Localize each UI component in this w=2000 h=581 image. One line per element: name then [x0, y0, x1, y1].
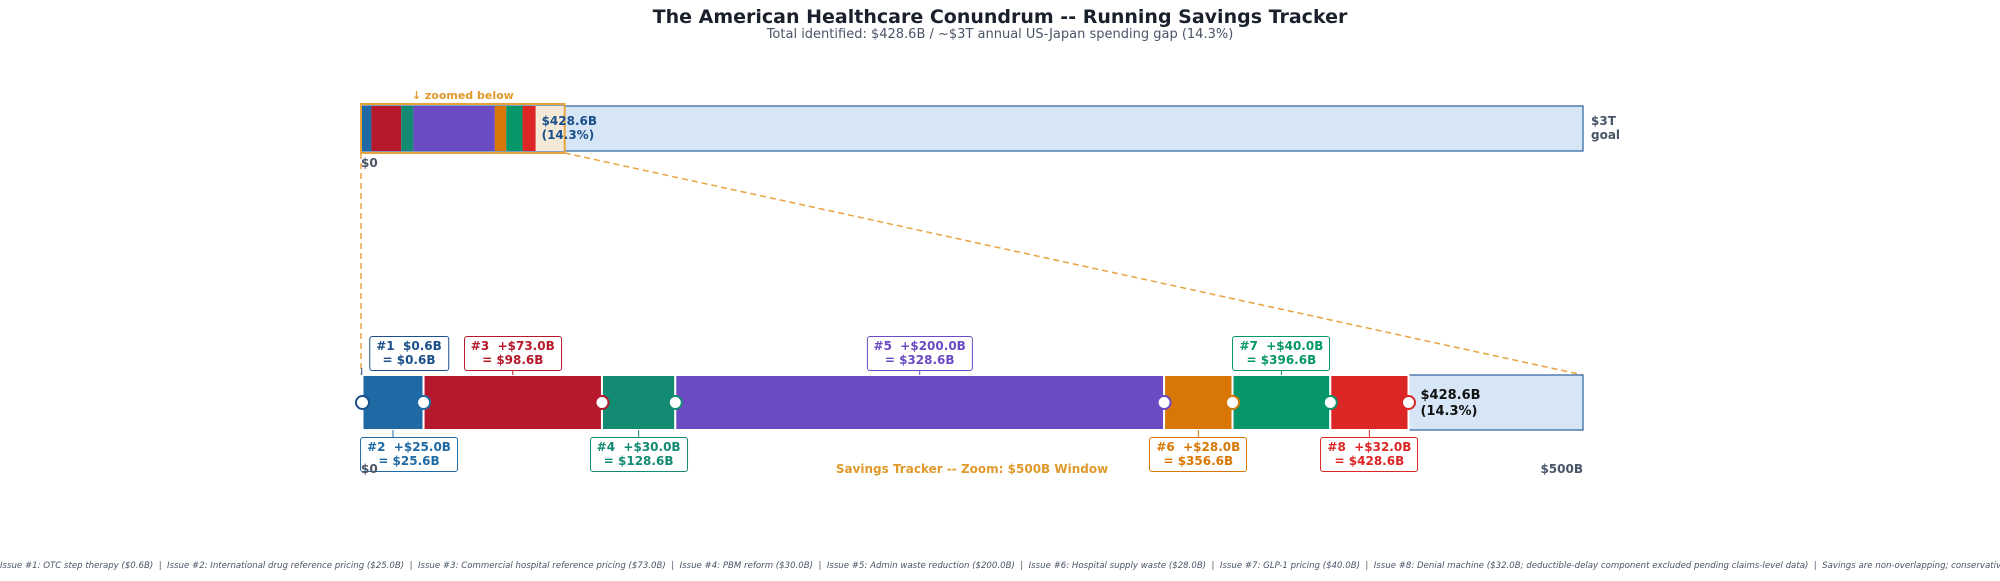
zoom-connector [564, 152, 1584, 376]
zoom-caption: Savings Tracker -- Zoom: $500B Window [835, 462, 1109, 476]
annotation: #3 +$73.0B = $98.6B [463, 336, 562, 371]
annotation: #5 +$200.0B = $328.6B [866, 336, 973, 371]
footnote: Issue #1: OTC step therapy ($0.6B) | Iss… [0, 561, 2000, 571]
overview-segment [361, 106, 372, 151]
zoom-tick-label: $0 [361, 462, 378, 476]
overview-segment [413, 106, 495, 151]
zoom-note: ↓ zoomed below [411, 89, 514, 102]
overview-total-label: $428.6B (14.3%) [541, 114, 598, 143]
running-total-marker [1400, 395, 1416, 410]
running-total-marker [667, 395, 683, 410]
running-total-marker [354, 395, 370, 410]
overview-tick-label: $3T goal [1591, 114, 1621, 143]
segment [1163, 374, 1234, 431]
overview-segment [371, 106, 402, 151]
segment [600, 374, 677, 431]
running-total-marker [1156, 395, 1172, 410]
overview-segment [494, 106, 507, 151]
zoom-tick-label: $500B [1540, 462, 1583, 476]
overview-tick-label: $0 [361, 156, 378, 170]
overview-segment [506, 106, 523, 151]
zoom-window [360, 103, 566, 154]
overview-segment [522, 106, 536, 151]
annotation: #4 +$30.0B = $128.6B [589, 437, 688, 472]
annotation: #1 $0.6B = $0.6B [369, 336, 449, 371]
zoom-total-label: $428.6B (14.3%) [1420, 388, 1481, 419]
running-total-marker [1322, 395, 1338, 410]
segment [361, 374, 425, 431]
chart-subtitle: Total identified: $428.6B / ~$3T annual … [766, 27, 1234, 42]
segment [1231, 374, 1332, 431]
segment [1329, 374, 1410, 431]
running-total-marker [416, 395, 432, 410]
segment [422, 374, 603, 431]
overview-segment [401, 106, 414, 151]
annotation: #8 +$32.0B = $428.6B [1320, 437, 1419, 472]
annotation: #7 +$40.0B = $396.6B [1232, 336, 1331, 371]
chart-title: The American Healthcare Conundrum -- Run… [652, 6, 1348, 28]
segment [674, 374, 1166, 431]
running-total-marker [594, 395, 610, 410]
annotation: #2 +$25.0B = $25.6B [360, 437, 458, 472]
annotation: #6 +$28.0B = $356.6B [1149, 437, 1248, 472]
running-total-marker [1225, 395, 1241, 410]
